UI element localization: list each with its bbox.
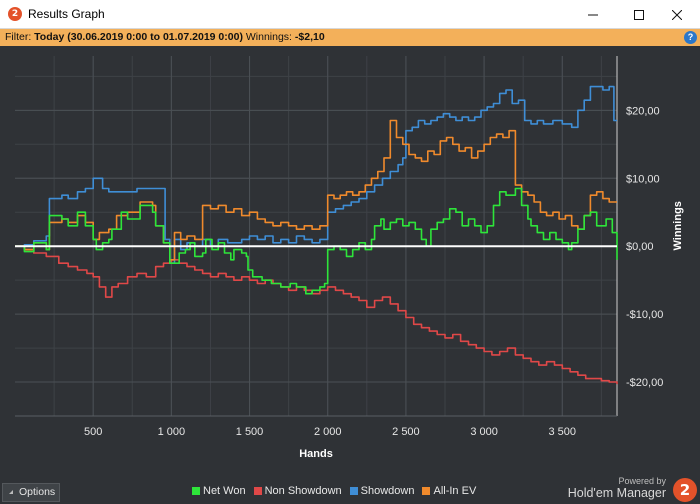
- legend-item-net-won[interactable]: Net Won: [192, 485, 246, 497]
- legend-label-all-in-ev: All-In EV: [433, 485, 477, 497]
- results-chart-svg: 500 1 000 1 500 2 000 2 500 3 000 3 500 $20,00 $…: [15, 56, 684, 460]
- y-tick-label: -$10,00: [626, 309, 663, 321]
- close-button[interactable]: [654, 0, 700, 29]
- legend-item-non-showdown[interactable]: Non Showdown: [253, 485, 342, 497]
- legend-item-showdown[interactable]: Showdown: [349, 485, 415, 497]
- minimize-icon: [588, 14, 598, 15]
- series-line-non-showdown: [15, 245, 618, 385]
- y-tick-label: $10,00: [626, 173, 660, 185]
- options-grip-icon: [9, 490, 13, 495]
- minimize-button[interactable]: [570, 0, 616, 29]
- window-title-bar: 2 Results Graph: [0, 0, 700, 29]
- legend-label-non-showdown: Non Showdown: [264, 485, 342, 497]
- x-tick-label: 3 000: [470, 426, 498, 438]
- x-tick-label: 3 500: [549, 426, 577, 438]
- window-title: Results Graph: [28, 7, 105, 21]
- results-chart: 500 1 000 1 500 2 000 2 500 3 000 3 500 $20,00 $…: [0, 46, 700, 476]
- maximize-button[interactable]: [616, 0, 662, 29]
- legend-swatch-net-won: [192, 487, 200, 495]
- brand-logo-icon: 2: [673, 478, 697, 502]
- winnings-label: Winnings:: [245, 31, 292, 43]
- brand-name: Hold'em Manager: [567, 486, 666, 500]
- plot-area: [15, 56, 617, 416]
- powered-by-text: Powered by: [618, 476, 666, 486]
- filter-label: Filter:: [5, 31, 32, 43]
- brand-block: Powered by Hold'em Manager: [568, 476, 666, 501]
- filter-bar: Filter: Today (30.06.2019 0:00 to 01.07.…: [0, 29, 700, 46]
- y-tick-label: $0,00: [626, 241, 654, 253]
- x-tick-label: 2 500: [392, 426, 420, 438]
- legend-item-all-in-ev[interactable]: All-In EV: [422, 485, 476, 497]
- legend-swatch-all-in-ev: [422, 487, 431, 495]
- chart-legend: Net Won Non Showdown Showdown All-In EV: [192, 485, 476, 497]
- app-logo-icon: 2: [8, 7, 22, 21]
- y-tick-label: -$20,00: [626, 377, 663, 389]
- legend-label-showdown: Showdown: [360, 485, 415, 497]
- x-tick-label: 1 500: [236, 426, 264, 438]
- x-tick-label: 2 000: [314, 426, 342, 438]
- series-line-showdown: [15, 85, 617, 264]
- y-axis-title: Winnings: [672, 201, 684, 250]
- options-button[interactable]: Options: [2, 483, 60, 502]
- legend-swatch-non-showdown: [253, 487, 262, 495]
- winnings-value: -$2,10: [294, 31, 325, 43]
- options-label: Options: [19, 486, 56, 498]
- maximize-icon: [634, 9, 644, 20]
- close-icon: [672, 9, 682, 20]
- x-tick-label: 1 000: [158, 426, 186, 438]
- help-icon[interactable]: ?: [684, 31, 697, 44]
- legend-label-net-won: Net Won: [203, 485, 246, 497]
- x-axis-title: Hands: [299, 448, 333, 460]
- legend-swatch-showdown: [349, 487, 358, 495]
- y-tick-label: $20,00: [626, 105, 660, 117]
- x-tick-label: 500: [84, 426, 102, 438]
- bottom-bar: Options Net Won Non Showdown Showdown Al…: [0, 476, 700, 504]
- filter-range[interactable]: Today (30.06.2019 0:00 to 01.07.2019 0:0…: [34, 31, 243, 43]
- series-line-all-in-ev: [15, 119, 617, 261]
